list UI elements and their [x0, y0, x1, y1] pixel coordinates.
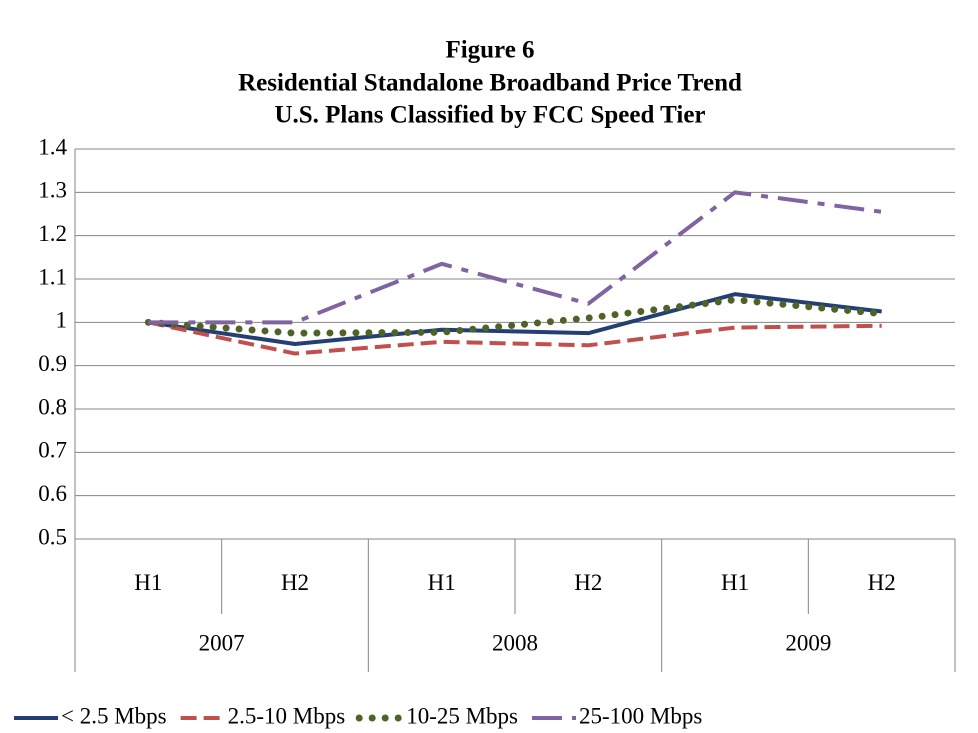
series-line [148, 292, 882, 346]
legend-label: 10-25 Mbps [406, 703, 518, 728]
legend-label: 2.5-10 Mbps [228, 703, 346, 728]
series-line [144, 296, 886, 337]
x-group-label: 2008 [492, 630, 538, 655]
chart-title: Figure 6 [445, 37, 534, 64]
y-tick-label: 1 [56, 308, 68, 333]
legend-label: 25-100 Mbps [579, 703, 702, 728]
y-tick-label: 0.9 [38, 351, 67, 376]
y-tick-label: 0.7 [38, 438, 67, 463]
chart-title: U.S. Plans Classified by FCC Speed Tier [274, 102, 705, 129]
x-tick-label: H2 [281, 570, 309, 595]
x-tick-label: H1 [134, 570, 162, 595]
x-tick-label: H1 [428, 570, 456, 595]
y-tick-label: 1.1 [38, 264, 67, 289]
y-tick-label: 1.2 [38, 221, 67, 246]
chart-title: Residential Standalone Broadband Price T… [238, 70, 742, 97]
y-tick-label: 1.4 [38, 134, 67, 159]
y-tick-label: 0.6 [38, 481, 67, 506]
x-tick-label: H1 [721, 570, 749, 595]
x-group-label: 2007 [199, 630, 245, 655]
y-tick-label: 1.3 [38, 178, 67, 203]
x-group-label: 2009 [785, 630, 831, 655]
y-tick-label: 0.8 [38, 394, 67, 419]
legend-label: < 2.5 Mbps [61, 703, 167, 728]
series-line [147, 320, 882, 356]
x-tick-label: H2 [574, 570, 602, 595]
x-tick-label: H2 [868, 570, 896, 595]
y-tick-label: 0.5 [38, 524, 67, 549]
series-line [148, 190, 882, 325]
